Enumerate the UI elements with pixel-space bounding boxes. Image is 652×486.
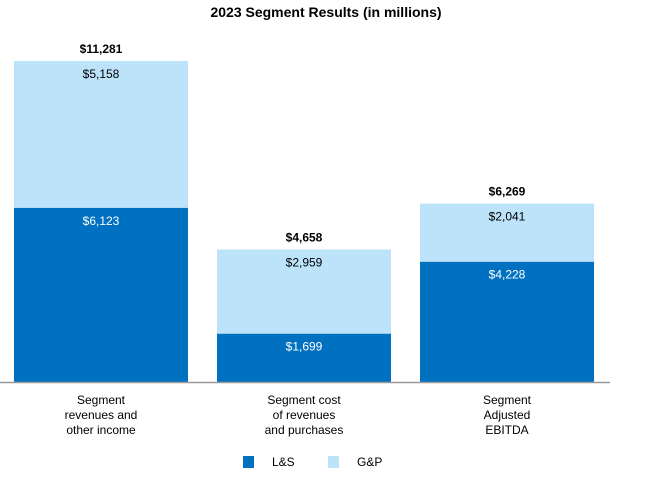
total-label: $6,269 (489, 185, 526, 199)
x-tick-label: Segment (483, 393, 532, 407)
total-label: $4,658 (286, 230, 323, 244)
total-label: $11,281 (80, 42, 123, 56)
bar-ls (217, 333, 391, 382)
x-tick-label: Segment (77, 393, 126, 407)
legend-label: G&P (357, 455, 382, 469)
x-tick-label: and purchases (265, 423, 344, 437)
data-label: $4,228 (489, 268, 526, 282)
x-tick-label: other income (66, 423, 136, 437)
bar-gp (217, 249, 391, 334)
data-label: $1,699 (286, 340, 323, 354)
bar-ls (14, 207, 188, 382)
x-tick-label: revenues and (65, 408, 138, 422)
bar-ls (420, 261, 594, 382)
data-label: $5,158 (83, 67, 120, 81)
data-label: $2,041 (489, 210, 526, 224)
chart-title: 2023 Segment Results (in millions) (210, 4, 441, 20)
x-tick-label: of revenues (273, 408, 336, 422)
data-label: $2,959 (286, 255, 323, 269)
data-label: $6,123 (83, 214, 120, 228)
legend-label: L&S (272, 455, 295, 469)
bar-gp (420, 203, 594, 262)
legend-swatch (328, 456, 339, 468)
bar-gp (14, 61, 188, 208)
x-tick-label: Segment cost (267, 393, 341, 407)
x-tick-label: EBITDA (485, 423, 528, 437)
legend-swatch (243, 456, 254, 468)
x-tick-label: Adjusted (484, 408, 531, 422)
